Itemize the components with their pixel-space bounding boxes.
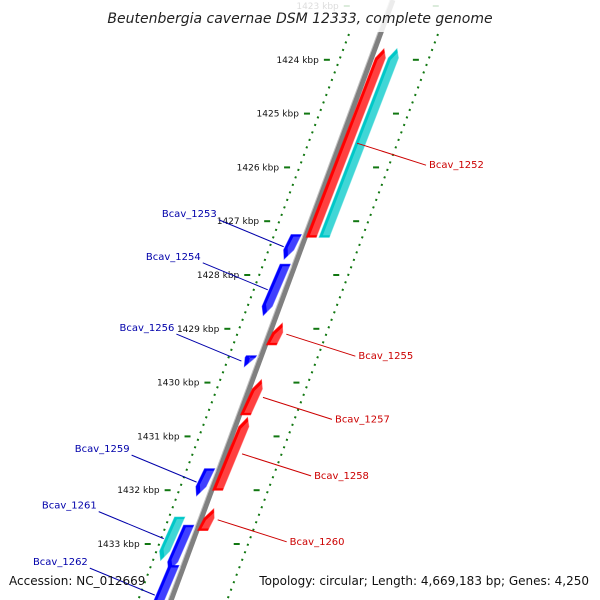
genome-title: Beutenbergia cavernae DSM 12333, complet…	[107, 11, 492, 27]
forward-gene-arrow[interactable]	[239, 378, 263, 416]
forward-gene-arrow[interactable]	[265, 322, 284, 346]
gene-arrow-shine	[171, 527, 196, 569]
gene-arrow-shine	[163, 519, 187, 559]
gene-leader-line	[286, 333, 356, 357]
gene-arrow-shine	[216, 419, 251, 489]
genome-backbone-highlight	[167, 0, 391, 600]
reverse-gene-arrow[interactable]	[243, 355, 258, 368]
accession-label: Accession: NC_012669	[9, 574, 146, 588]
gene-label[interactable]: Bcav_1262	[33, 557, 88, 568]
gene-label[interactable]: Bcav_1259	[75, 444, 130, 455]
genome-backbone	[168, 0, 396, 600]
outer-tick-track	[226, 33, 439, 600]
gene-label[interactable]: Bcav_1254	[146, 252, 201, 263]
gene-arrow-shine	[266, 266, 293, 314]
gene-label[interactable]: Bcav_1257	[335, 414, 390, 425]
gene-leader-line	[217, 519, 287, 543]
gene-arrow-shine	[322, 51, 401, 236]
kbp-label: 1424 kbp	[276, 56, 319, 66]
gene-label[interactable]: Bcav_1260	[290, 537, 345, 548]
gene-arrow-shine	[248, 355, 261, 365]
reverse-gene-arrow[interactable]	[148, 565, 180, 600]
label-layer: Bcav_1252 Bcav_1253 Bcav_1254 Bcav_1255 Bcav…	[33, 142, 484, 596]
gene-leader-line	[202, 262, 268, 291]
gene-leader-line	[131, 454, 197, 483]
reverse-gene-arrow[interactable]	[261, 263, 291, 317]
kbp-label: 1427 kbp	[217, 217, 260, 227]
title-backdrop	[0, 0, 600, 32]
gene-label[interactable]: Bcav_1252	[429, 160, 484, 171]
gene-label[interactable]: Bcav_1256	[120, 323, 175, 334]
gene-leader-line	[218, 219, 284, 248]
gene-leader-line	[262, 396, 333, 420]
gene-label[interactable]: Bcav_1261	[42, 501, 97, 512]
gene-arrow-shine	[287, 236, 304, 257]
kbp-label: 1429 kbp	[177, 325, 220, 335]
gene-arrow-shine	[157, 567, 181, 600]
kbp-label: 1433 kbp	[97, 540, 140, 550]
forward-gene-arrow[interactable]	[211, 416, 250, 491]
gene-layer	[148, 47, 401, 600]
gene-leader-line	[241, 453, 312, 477]
kbp-label: 1432 kbp	[117, 486, 160, 496]
topology-label: Topology: circular; Length: 4,669,183 bp…	[259, 574, 589, 588]
gene-leader-line	[356, 142, 427, 166]
reverse-gene-arrow[interactable]	[195, 468, 216, 497]
gene-arrow-shine	[201, 511, 216, 529]
reverse-gene-arrow[interactable]	[283, 234, 303, 261]
gene-arrow-shine	[309, 51, 388, 236]
rna-gene-arrow[interactable]	[318, 47, 399, 238]
gene-arrow-shine	[270, 325, 285, 343]
forward-gene-arrow[interactable]	[305, 47, 386, 238]
inner-tick-track	[137, 33, 350, 600]
forward-gene-arrow[interactable]	[196, 507, 215, 531]
gene-leader-line	[176, 333, 242, 362]
gene-leader-line	[98, 511, 164, 540]
gene-arrow-shine	[244, 381, 265, 413]
gene-label[interactable]: Bcav_1255	[358, 351, 413, 362]
kbp-label: 1428 kbp	[197, 271, 240, 281]
kbp-label: 1430 kbp	[157, 379, 200, 389]
gene-label[interactable]: Bcav_1253	[162, 209, 217, 220]
kbp-label: 1426 kbp	[237, 163, 280, 173]
kbp-label: 1425 kbp	[257, 110, 300, 120]
rna-gene-arrow[interactable]	[159, 516, 186, 562]
kbp-label: 1431 kbp	[137, 432, 180, 442]
gene-leader-line	[89, 567, 156, 596]
gene-label[interactable]: Bcav_1258	[314, 471, 369, 482]
gene-arrow-shine	[199, 470, 217, 494]
